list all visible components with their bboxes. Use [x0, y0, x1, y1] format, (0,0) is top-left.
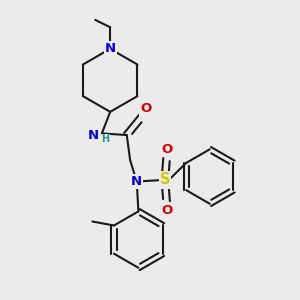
- Text: O: O: [161, 204, 172, 217]
- Text: H: H: [101, 134, 109, 144]
- Text: N: N: [105, 42, 116, 55]
- Text: N: N: [88, 129, 99, 142]
- Text: S: S: [160, 172, 170, 188]
- Text: N: N: [131, 175, 142, 188]
- Text: O: O: [161, 142, 172, 155]
- Text: O: O: [140, 102, 151, 115]
